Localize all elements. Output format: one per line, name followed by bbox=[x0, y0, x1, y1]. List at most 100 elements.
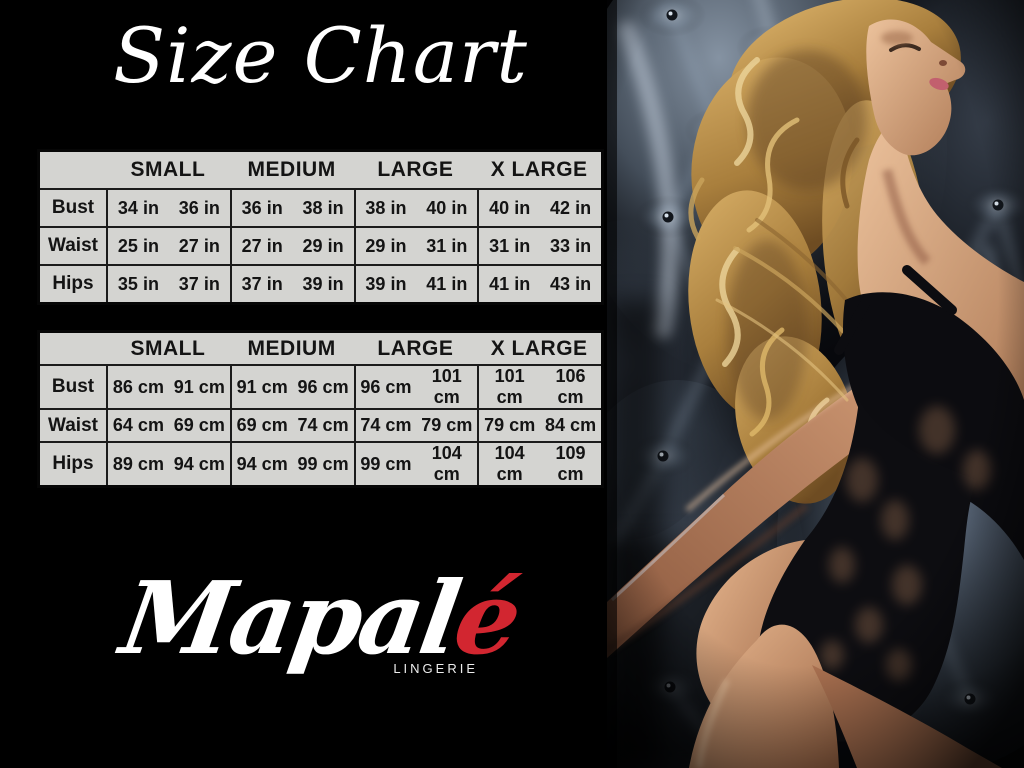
size-value: 31 in bbox=[426, 235, 468, 256]
size-value: 99 cm bbox=[297, 453, 349, 474]
size-value: 27 in bbox=[241, 235, 283, 256]
size-value: 29 in bbox=[365, 235, 407, 256]
size-range-cell: 39 in 41 in bbox=[353, 266, 478, 302]
size-header-x-large: X LARGE bbox=[490, 158, 588, 181]
size-value: 104 cm bbox=[431, 443, 462, 484]
size-table-header-row: SMALL MEDIUM LARGE X LARGE bbox=[40, 152, 601, 188]
size-value: 34 in bbox=[117, 197, 159, 218]
brand-name: Mapalé bbox=[112, 559, 529, 677]
size-value: 36 in bbox=[241, 197, 283, 218]
size-range-cell: 79 cm 84 cm bbox=[477, 410, 601, 441]
left-panel: Size Chart SMALL MEDIUM LARGE X LARGE Bust 34… bbox=[37, 11, 604, 677]
size-table-row: Hips 35 in 37 in 37 in 39 in 39 in 41 in 41 in 4… bbox=[40, 264, 601, 302]
size-table-row: Waist 25 in 27 in 27 in 29 in 29 in 31 in 31 in… bbox=[40, 226, 601, 264]
size-table-centimeters: SMALL MEDIUM LARGE X LARGE Bust 86 cm 91 cm 91 … bbox=[37, 330, 604, 488]
size-range-cell: 40 in 42 in bbox=[477, 190, 601, 226]
size-table-row: Hips 89 cm 94 cm 94 cm 99 cm 99 cm 104 cm 104 c… bbox=[40, 441, 601, 485]
size-header-large: LARGE bbox=[377, 158, 454, 181]
vignette bbox=[607, 0, 1024, 768]
size-value: 109 cm bbox=[555, 443, 586, 484]
size-value: 39 in bbox=[302, 273, 344, 294]
row-label-bust: Bust bbox=[51, 376, 95, 397]
size-value: 74 cm bbox=[360, 415, 412, 435]
size-value: 91 cm bbox=[236, 376, 288, 397]
size-range-cell: 29 in 31 in bbox=[353, 228, 478, 264]
size-value: 94 cm bbox=[236, 453, 288, 474]
size-value: 27 in bbox=[178, 235, 220, 256]
row-label-waist: Waist bbox=[48, 235, 98, 256]
size-value: 86 cm bbox=[112, 376, 164, 397]
row-label-waist: Waist bbox=[48, 414, 98, 436]
size-value: 96 cm bbox=[297, 376, 349, 397]
size-table-row: Waist 64 cm 69 cm 69 cm 74 cm 74 cm 79 cm 79 cm… bbox=[40, 408, 601, 441]
size-value: 101 cm bbox=[494, 366, 525, 407]
size-value: 41 in bbox=[426, 273, 468, 294]
size-value: 39 in bbox=[365, 273, 407, 294]
brand-logo: Mapalé LINGERIE bbox=[114, 559, 527, 677]
size-range-cell: 99 cm 104 cm bbox=[353, 443, 478, 485]
size-range-cell: 38 in 40 in bbox=[353, 190, 478, 226]
size-value: 25 in bbox=[117, 235, 159, 256]
size-value: 64 cm bbox=[112, 415, 164, 435]
size-range-cell: 31 in 33 in bbox=[477, 228, 601, 264]
size-header-large: LARGE bbox=[377, 336, 454, 360]
row-label-bust: Bust bbox=[51, 197, 95, 218]
size-range-cell: 91 cm 96 cm bbox=[229, 366, 354, 408]
size-header-medium: MEDIUM bbox=[247, 336, 336, 360]
size-value: 31 in bbox=[489, 235, 531, 256]
size-table-row: Bust 34 in 36 in 36 in 38 in 38 in 40 in 40 in 4… bbox=[40, 188, 601, 226]
corner-cell bbox=[40, 152, 106, 188]
brand-subtitle: LINGERIE bbox=[393, 661, 478, 676]
size-value: 104 cm bbox=[494, 443, 525, 484]
size-range-cell: 89 cm 94 cm bbox=[106, 443, 230, 485]
size-value: 40 in bbox=[489, 197, 531, 218]
size-table-inches: SMALL MEDIUM LARGE X LARGE Bust 34 in 36 in 36 … bbox=[37, 149, 604, 305]
size-value: 99 cm bbox=[360, 453, 412, 474]
size-value: 35 in bbox=[117, 273, 159, 294]
size-range-cell: 74 cm 79 cm bbox=[353, 410, 478, 441]
size-value: 33 in bbox=[550, 235, 592, 256]
size-value: 74 cm bbox=[297, 415, 349, 435]
size-range-cell: 41 in 43 in bbox=[477, 266, 601, 302]
size-header-medium: MEDIUM bbox=[247, 158, 336, 181]
corner-cell bbox=[40, 333, 106, 364]
size-header-x-large: X LARGE bbox=[490, 336, 588, 360]
size-value: 94 cm bbox=[173, 453, 225, 474]
size-range-cell: 34 in 36 in bbox=[106, 190, 230, 226]
size-range-cell: 37 in 39 in bbox=[229, 266, 354, 302]
size-table-row: Bust 86 cm 91 cm 91 cm 96 cm 96 cm 101 cm 101 c… bbox=[40, 364, 601, 408]
row-label-hips: Hips bbox=[52, 453, 94, 474]
size-value: 42 in bbox=[550, 197, 592, 218]
page-title: Size Chart bbox=[113, 11, 528, 100]
size-value: 37 in bbox=[241, 273, 283, 294]
size-range-cell: 104 cm 109 cm bbox=[477, 443, 601, 485]
size-value: 84 cm bbox=[545, 415, 597, 435]
size-value: 69 cm bbox=[173, 415, 225, 435]
size-value: 43 in bbox=[550, 273, 592, 294]
size-range-cell: 64 cm 69 cm bbox=[106, 410, 230, 441]
size-header-small: SMALL bbox=[130, 158, 206, 181]
size-value: 91 cm bbox=[173, 376, 225, 397]
size-range-cell: 69 cm 74 cm bbox=[229, 410, 354, 441]
size-range-cell: 36 in 38 in bbox=[229, 190, 354, 226]
size-value: 96 cm bbox=[360, 376, 412, 397]
size-value: 79 cm bbox=[421, 415, 473, 435]
size-table-header-row: SMALL MEDIUM LARGE X LARGE bbox=[40, 333, 601, 364]
size-value: 89 cm bbox=[112, 453, 164, 474]
size-value: 79 cm bbox=[484, 415, 536, 435]
size-range-cell: 101 cm 106 cm bbox=[477, 366, 601, 408]
size-value: 40 in bbox=[426, 197, 468, 218]
size-value: 29 in bbox=[302, 235, 344, 256]
size-range-cell: 27 in 29 in bbox=[229, 228, 354, 264]
size-range-cell: 25 in 27 in bbox=[106, 228, 230, 264]
size-range-cell: 35 in 37 in bbox=[106, 266, 230, 302]
row-label-hips: Hips bbox=[52, 273, 94, 294]
size-value: 36 in bbox=[178, 197, 220, 218]
size-value: 38 in bbox=[302, 197, 344, 218]
size-value: 69 cm bbox=[236, 415, 288, 435]
size-value: 101 cm bbox=[431, 366, 462, 407]
size-range-cell: 86 cm 91 cm bbox=[106, 366, 230, 408]
size-range-cell: 94 cm 99 cm bbox=[229, 443, 354, 485]
brand-name-main: Mapal bbox=[113, 559, 466, 677]
